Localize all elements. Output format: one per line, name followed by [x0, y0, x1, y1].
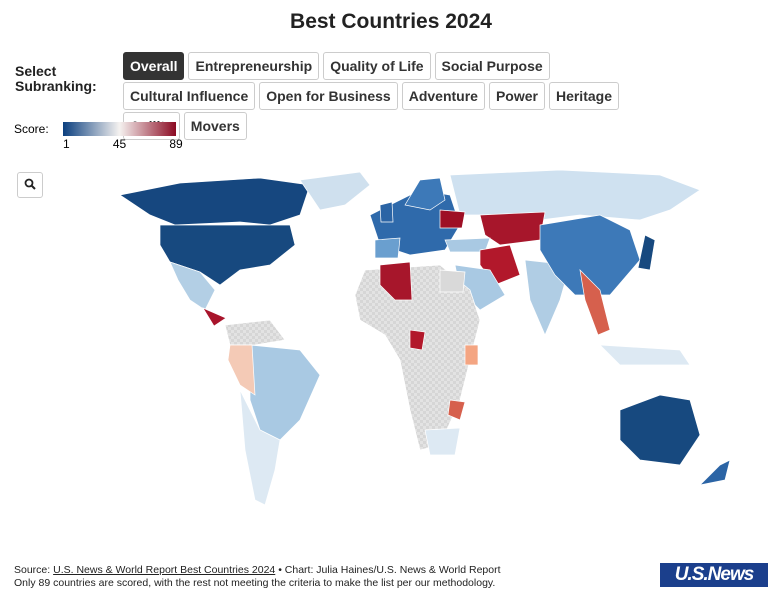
world-map — [119, 169, 731, 506]
subranking-button[interactable]: Overall — [123, 52, 185, 80]
subranking-button[interactable]: Entrepreneurship — [188, 52, 320, 80]
subranking-button[interactable]: Social Purpose — [434, 52, 550, 80]
title: Best Countries 2024 — [290, 10, 492, 33]
subranking-label: Select Subranking: — [15, 63, 97, 94]
subranking-buttons: Overall Entrepreneurship Quality of Life So… — [123, 52, 668, 140]
subranking-button[interactable]: Power — [488, 82, 545, 110]
legend-label: Score: — [14, 122, 49, 136]
logo: U.S.News — [660, 563, 768, 587]
note: Only 89 countries are scored, with the r… — [14, 577, 496, 589]
subranking-button[interactable]: Quality of Life — [323, 52, 431, 80]
source-prefix: Source: — [14, 564, 51, 576]
subranking-button[interactable]: Movers — [183, 112, 247, 140]
legend-tick-label: 1 — [63, 137, 70, 151]
subranking-button[interactable]: Cultural Influence — [123, 82, 256, 110]
legend: Score: 1 45 89 — [14, 122, 183, 151]
footer: Source: U.S. News & World Report Best Co… — [14, 564, 501, 590]
legend-tick-label: 89 — [169, 137, 183, 151]
search-icon — [24, 178, 36, 190]
subranking-button[interactable]: Heritage — [548, 82, 619, 110]
legend-gradient — [63, 122, 176, 136]
source-link[interactable]: U.S. News & World Report Best Countries … — [53, 564, 276, 576]
countries — [119, 169, 731, 506]
subranking-button[interactable]: Open for Business — [259, 82, 398, 110]
credit: • Chart: Julia Haines/U.S. News & World … — [278, 564, 501, 576]
legend-tick-label: 45 — [113, 137, 127, 151]
search-button[interactable] — [17, 172, 43, 198]
subranking-button[interactable]: Adventure — [401, 82, 485, 110]
